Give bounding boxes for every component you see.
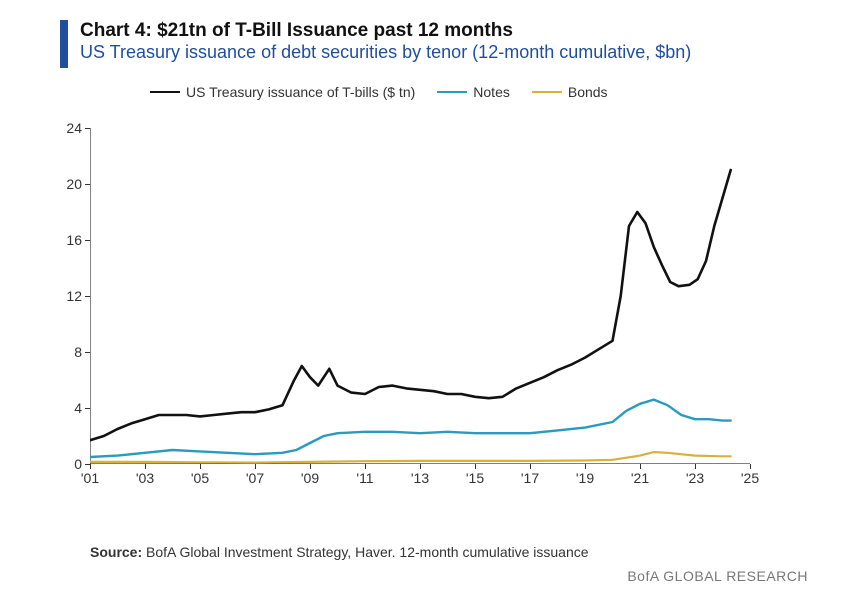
series-line-notes xyxy=(90,400,731,457)
y-axis-label: 12 xyxy=(66,288,90,304)
x-axis-label: '01 xyxy=(81,464,99,486)
legend-label: Notes xyxy=(473,84,510,100)
legend-label: US Treasury issuance of T-bills ($ tn) xyxy=(186,84,415,100)
x-axis-label: '09 xyxy=(301,464,319,486)
chart-area: US Treasury issuance of T-bills ($ tn) No… xyxy=(90,84,750,474)
legend-swatch xyxy=(437,91,467,93)
x-axis-label: '05 xyxy=(191,464,209,486)
chart-svg xyxy=(90,104,750,464)
legend-item: Bonds xyxy=(532,84,608,100)
legend-item: US Treasury issuance of T-bills ($ tn) xyxy=(150,84,415,100)
legend-label: Bonds xyxy=(568,84,608,100)
y-axis-label: 8 xyxy=(74,344,90,360)
source-text: BofA Global Investment Strategy, Haver. … xyxy=(142,544,588,560)
source-prefix: Source: xyxy=(90,544,142,560)
x-axis-label: '21 xyxy=(631,464,649,486)
y-axis-label: 24 xyxy=(66,120,90,136)
y-axis-label: 16 xyxy=(66,232,90,248)
x-axis-label: '19 xyxy=(576,464,594,486)
x-axis-label: '17 xyxy=(521,464,539,486)
x-axis-label: '25 xyxy=(741,464,759,486)
x-axis-label: '03 xyxy=(136,464,154,486)
legend-swatch xyxy=(532,91,562,93)
y-axis-label: 4 xyxy=(74,400,90,416)
y-axis-label: 20 xyxy=(66,176,90,192)
series-line-bonds xyxy=(90,452,731,463)
chart-legend: US Treasury issuance of T-bills ($ tn) No… xyxy=(150,84,608,100)
chart-header: Chart 4: $21tn of T-Bill Issuance past 1… xyxy=(0,0,848,74)
brand-footer: BofA GLOBAL RESEARCH xyxy=(627,568,808,584)
legend-swatch xyxy=(150,91,180,94)
x-axis-label: '07 xyxy=(246,464,264,486)
x-axis-label: '23 xyxy=(686,464,704,486)
legend-item: Notes xyxy=(437,84,510,100)
x-axis-label: '11 xyxy=(356,464,373,486)
title-block: Chart 4: $21tn of T-Bill Issuance past 1… xyxy=(80,20,691,63)
x-axis-label: '15 xyxy=(466,464,484,486)
x-axis-label: '13 xyxy=(411,464,429,486)
accent-bar xyxy=(60,20,68,68)
chart-subtitle: US Treasury issuance of debt securities … xyxy=(80,42,691,63)
chart-title: Chart 4: $21tn of T-Bill Issuance past 1… xyxy=(80,20,691,42)
chart-source: Source: BofA Global Investment Strategy,… xyxy=(90,544,589,560)
series-line-tbill xyxy=(90,170,731,440)
